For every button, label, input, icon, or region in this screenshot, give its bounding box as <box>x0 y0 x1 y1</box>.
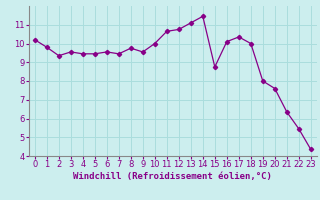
X-axis label: Windchill (Refroidissement éolien,°C): Windchill (Refroidissement éolien,°C) <box>73 172 272 181</box>
